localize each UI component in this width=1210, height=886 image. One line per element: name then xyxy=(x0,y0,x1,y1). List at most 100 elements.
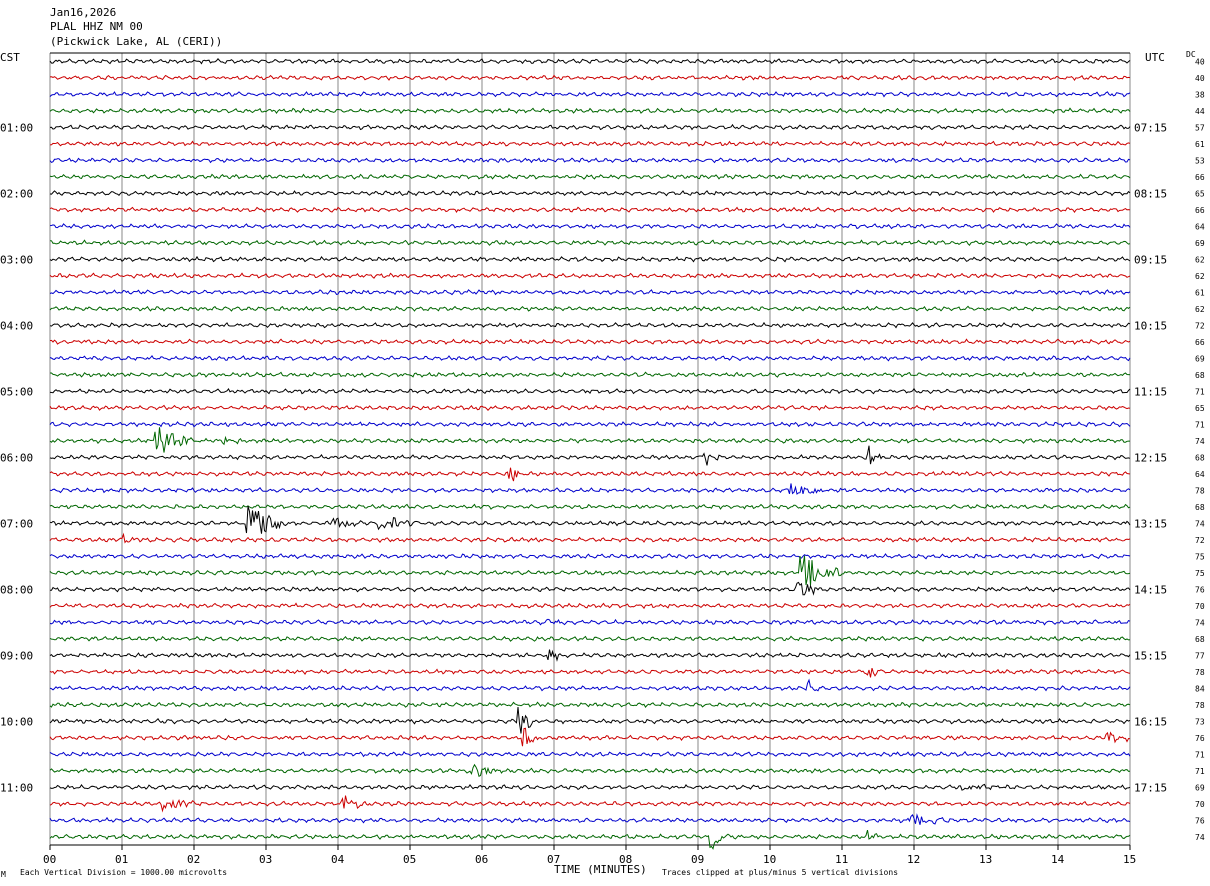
dc-offset-value: 40 xyxy=(1195,74,1205,83)
dc-offset-value: 68 xyxy=(1195,371,1205,380)
dc-offset-value: 71 xyxy=(1195,387,1205,396)
trace-row-19 xyxy=(50,371,1131,378)
trace-row-7 xyxy=(49,173,1131,180)
x-tick-label: 04 xyxy=(331,853,345,866)
dc-offset-value: 66 xyxy=(1195,173,1205,182)
right-hour-label: 17:15 xyxy=(1134,781,1167,794)
trace-row-13 xyxy=(49,272,1131,279)
left-timezone-label: CST xyxy=(0,51,20,64)
dc-offset-value: 66 xyxy=(1195,206,1205,215)
trace-row-18 xyxy=(49,355,1131,362)
dc-offset-value: 71 xyxy=(1195,767,1205,776)
dc-offset-value: 76 xyxy=(1195,734,1205,743)
right-hour-label: 10:15 xyxy=(1134,319,1167,332)
x-tick-label: 09 xyxy=(691,853,704,866)
dc-offset-value: 69 xyxy=(1195,354,1205,363)
x-tick-label: 14 xyxy=(1051,853,1065,866)
dc-offset-value: 71 xyxy=(1195,750,1205,759)
right-hour-label: 16:15 xyxy=(1134,715,1167,728)
dc-column-label: DC xyxy=(1186,50,1196,59)
trace-row-8 xyxy=(49,190,1131,197)
trace-row-35 xyxy=(49,635,1131,642)
trace-row-26 xyxy=(49,483,1131,495)
dc-offset-value: 53 xyxy=(1195,156,1205,165)
dc-offset-value: 65 xyxy=(1195,404,1205,413)
dc-offset-value: 72 xyxy=(1195,536,1205,545)
left-hour-label: 01:00 xyxy=(0,121,33,134)
trace-row-22 xyxy=(49,421,1131,428)
dc-offset-value: 77 xyxy=(1195,651,1205,660)
trace-row-32 xyxy=(50,581,1131,596)
trace-row-30 xyxy=(49,553,1131,560)
right-hour-label: 08:15 xyxy=(1134,187,1167,200)
trace-row-39 xyxy=(49,701,1131,709)
left-hour-label: 08:00 xyxy=(0,583,33,596)
trace-row-6 xyxy=(49,157,1131,164)
trace-row-37 xyxy=(49,667,1131,678)
x-tick-label: 06 xyxy=(475,853,488,866)
header-location: (Pickwick Lake, AL (CERI)) xyxy=(50,35,222,48)
dc-offset-value: 74 xyxy=(1195,437,1205,446)
corner-mark: M xyxy=(1,870,6,879)
trace-row-43 xyxy=(49,763,1131,778)
dc-offset-value: 84 xyxy=(1195,684,1205,693)
dc-offset-value: 64 xyxy=(1195,222,1205,231)
trace-row-24 xyxy=(49,445,1131,466)
trace-row-33 xyxy=(49,602,1131,610)
dc-offset-value: 74 xyxy=(1195,519,1205,528)
dc-offset-value: 62 xyxy=(1195,255,1205,264)
trace-row-23 xyxy=(49,427,1130,453)
dc-offset-value: 75 xyxy=(1195,552,1205,561)
x-tick-label: 10 xyxy=(763,853,776,866)
right-timezone-label: UTC xyxy=(1145,51,1165,64)
x-tick-label: 01 xyxy=(115,853,128,866)
x-tick-label: 12 xyxy=(907,853,920,866)
x-tick-label: 02 xyxy=(187,853,200,866)
left-hour-label: 07:00 xyxy=(0,517,33,530)
dc-offset-value: 76 xyxy=(1195,816,1205,825)
trace-row-16 xyxy=(49,321,1131,329)
left-hour-label: 04:00 xyxy=(0,319,33,332)
left-hour-label: 11:00 xyxy=(0,781,33,794)
scale-note: Each Vertical Division = 1000.00 microvo… xyxy=(20,868,227,877)
trace-row-44 xyxy=(49,783,1131,791)
left-hour-label: 02:00 xyxy=(0,187,33,200)
left-hour-label: 09:00 xyxy=(0,649,33,662)
left-hour-label: 06:00 xyxy=(0,451,33,464)
plot-grid xyxy=(49,52,1131,846)
header-station: PLAL HHZ NM 00 xyxy=(50,20,143,33)
x-tick-label: 00 xyxy=(43,853,56,866)
x-tick-label: 08 xyxy=(619,853,632,866)
dc-offset-value: 61 xyxy=(1195,288,1205,297)
dc-offset-value: 74 xyxy=(1195,618,1205,627)
left-hour-label: 10:00 xyxy=(0,715,33,728)
dc-offset-value: 66 xyxy=(1195,338,1205,347)
dc-offset-value: 78 xyxy=(1195,701,1205,710)
trace-row-4 xyxy=(49,123,1131,131)
left-hour-label: 03:00 xyxy=(0,253,33,266)
left-hour-labels: 01:00 02:00 03:00 04:00 05:00 06:00 07:00 08:00… xyxy=(0,121,33,794)
right-hour-label: 14:15 xyxy=(1134,583,1167,596)
trace-row-38 xyxy=(49,678,1131,692)
trace-row-15 xyxy=(49,305,1131,312)
dc-offset-value: 68 xyxy=(1195,503,1205,512)
x-tick-label: 11 xyxy=(835,853,848,866)
dc-offset-value: 44 xyxy=(1195,107,1205,116)
trace-row-25 xyxy=(49,467,1131,482)
trace-row-21 xyxy=(49,404,1131,411)
trace-row-10 xyxy=(49,223,1131,230)
dc-offset-value: 40 xyxy=(1195,57,1205,66)
header-date: Jan16,2026 xyxy=(50,6,116,19)
trace-row-31 xyxy=(49,555,1131,586)
dc-offset-value: 69 xyxy=(1195,783,1205,792)
x-axis: 00 01 02 03 04 05 06 07 08 09 10 11 12 13 14 15 xyxy=(43,845,1136,866)
trace-row-20 xyxy=(49,387,1131,395)
dc-offset-value: 64 xyxy=(1195,470,1205,479)
trace-group xyxy=(49,58,1131,850)
right-hour-label: 12:15 xyxy=(1134,451,1167,464)
left-hour-label: 05:00 xyxy=(0,385,33,398)
dc-offset-value: 69 xyxy=(1195,239,1205,248)
trace-row-11 xyxy=(49,239,1131,246)
dc-offset-value: 75 xyxy=(1195,569,1205,578)
